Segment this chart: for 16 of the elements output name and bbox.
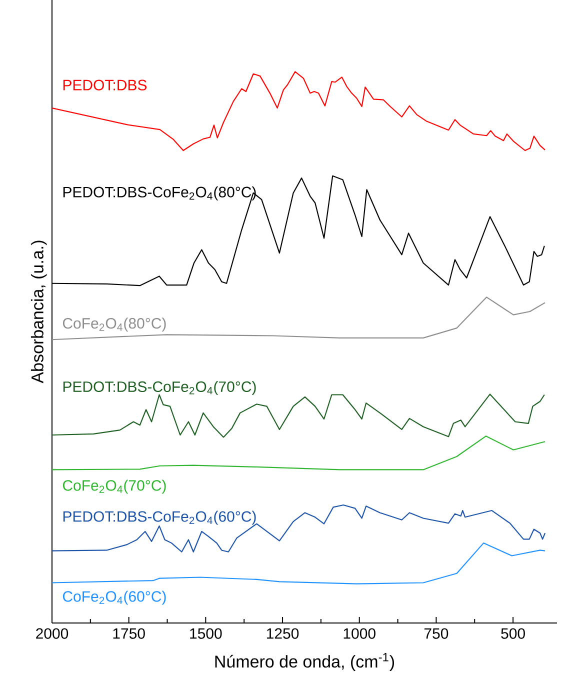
x-tick-label: 1750: [113, 628, 145, 639]
series-label: CoFe$_{2}$O$_{4}$(70°C): [62, 480, 166, 494]
series-label: CoFe$_{2}$O$_{4}$(60°C): [62, 590, 166, 605]
series-label: PEDOT:DBS: [63, 80, 147, 90]
x-axis-title: Número de onda, (cm$^{-1}$): [215, 653, 394, 671]
x-tick-label: 1000: [344, 628, 376, 639]
series-label: PEDOT:DBS-CoFe$_{2}$O$_{4}$(80°C): [63, 186, 256, 200]
x-tick-label: 2000: [36, 628, 68, 639]
x-tick-label: 1250: [266, 628, 299, 639]
x-tick-label: 750: [424, 628, 448, 639]
series-label: PEDOT:DBS-CoFe$_{2}$O$_{4}$(70°C): [63, 381, 256, 395]
x-tick-label: 1500: [190, 628, 222, 639]
x-tick-label: 500: [501, 628, 525, 639]
series-label: CoFe$_{2}$O$_{4}$(80°C): [62, 318, 166, 332]
series-label: PEDOT:DBS-CoFe$_{2}$O$_{4}$(60°C): [63, 510, 256, 525]
y-axis-title: Absorbancia, (u.a.): [30, 240, 47, 384]
